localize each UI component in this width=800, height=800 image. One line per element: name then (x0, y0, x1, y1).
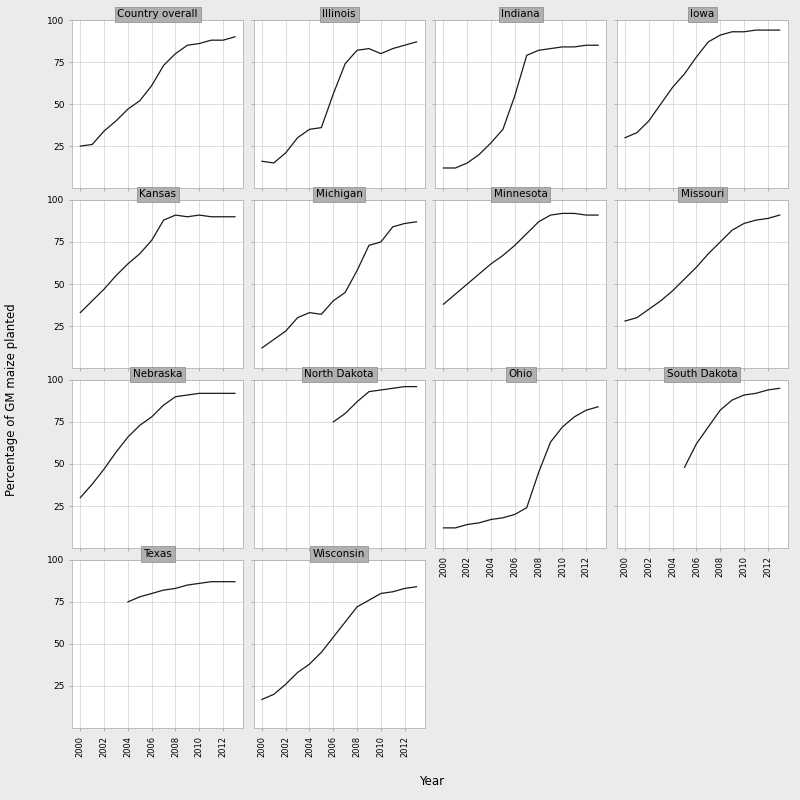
Title: Indiana: Indiana (502, 10, 540, 19)
Title: Country overall: Country overall (118, 10, 198, 19)
Text: Year: Year (419, 775, 445, 788)
Title: Texas: Texas (143, 549, 172, 559)
Text: Percentage of GM maize planted: Percentage of GM maize planted (6, 304, 18, 496)
Title: Michigan: Michigan (316, 189, 362, 199)
Title: South Dakota: South Dakota (667, 369, 738, 379)
Title: Nebraska: Nebraska (133, 369, 182, 379)
Title: Kansas: Kansas (139, 189, 176, 199)
Title: Missouri: Missouri (681, 189, 724, 199)
Title: Ohio: Ohio (509, 369, 533, 379)
Title: Wisconsin: Wisconsin (313, 549, 366, 559)
Title: Iowa: Iowa (690, 10, 714, 19)
Title: Illinois: Illinois (322, 10, 356, 19)
Title: Minnesota: Minnesota (494, 189, 548, 199)
Title: North Dakota: North Dakota (305, 369, 374, 379)
